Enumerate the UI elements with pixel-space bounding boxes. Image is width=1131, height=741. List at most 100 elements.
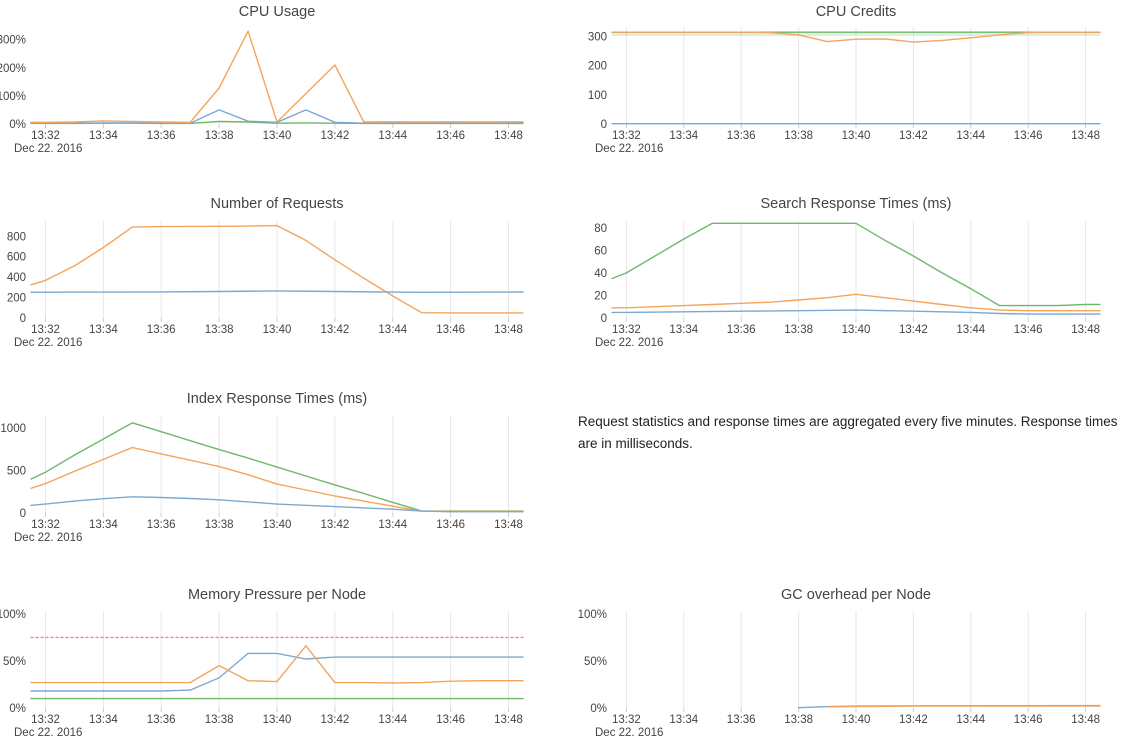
y-tick-label: 80 xyxy=(594,223,607,235)
x-tick-label: 13:44 xyxy=(378,714,407,726)
x-tick-label: 13:36 xyxy=(727,130,756,142)
x-tick-label: 13:42 xyxy=(321,130,350,142)
x-tick-label: 13:32 xyxy=(31,324,60,336)
x-tick-label: 13:38 xyxy=(205,130,234,142)
date-label: Dec 22. 2016 xyxy=(14,337,82,349)
y-tick-label: 50% xyxy=(3,656,26,668)
x-tick-label: 13:38 xyxy=(784,324,813,336)
memory-pressure-chart[interactable]: 0% 50% 100% 13:32 13:34 13:36 13:38 13:40 13:42 1… xyxy=(0,578,565,741)
date-label: Dec 22. 2016 xyxy=(14,143,82,155)
y-tick-label: 500 xyxy=(7,466,26,478)
y-tick-label: 200 xyxy=(7,293,26,305)
x-tick-label: 13:36 xyxy=(147,519,176,531)
x-tick-label: 13:32 xyxy=(31,519,60,531)
series-line-series_orange xyxy=(611,31,1101,43)
x-tick-label: 13:36 xyxy=(147,714,176,726)
x-tick-label: 13:34 xyxy=(89,714,118,726)
y-tick-label: 20 xyxy=(594,290,607,302)
x-tick-label: 13:48 xyxy=(494,714,523,726)
y-tick-label: 400 xyxy=(7,272,26,284)
x-tick-label: 13:48 xyxy=(494,519,523,531)
x-tick-label: 13:44 xyxy=(378,324,407,336)
x-tick-label: 13:44 xyxy=(956,714,985,726)
chart-title-index-response-times: Index Response Times (ms) xyxy=(186,391,368,407)
x-tick-label: 13:40 xyxy=(842,130,871,142)
y-tick-label: 50% xyxy=(584,656,607,668)
series-line-series_orange xyxy=(30,645,524,684)
y-tick-label: 200 xyxy=(588,61,607,73)
x-tick-label: 13:38 xyxy=(784,130,813,142)
series-line-series_orange xyxy=(611,293,1101,312)
y-tick-label: 100% xyxy=(0,609,26,621)
chart-title-memory-pressure: Memory Pressure per Node xyxy=(187,587,367,603)
chart-cell-index-response-times: Index Response Times (ms) 0 500 1000 13:32 1… xyxy=(0,380,565,578)
x-tick-label: 13:34 xyxy=(669,324,698,336)
y-tick-label: 100% xyxy=(0,91,26,103)
date-label: Dec 22. 2016 xyxy=(595,337,663,349)
chart-cell-search-response-times: Search Response Times (ms) 0 20 40 60 80 13:3… xyxy=(565,185,1131,380)
x-tick-label: 13:42 xyxy=(899,324,928,336)
x-tick-label: 13:40 xyxy=(842,324,871,336)
x-tick-label: 13:40 xyxy=(263,130,292,142)
series-line-series_orange xyxy=(30,224,524,314)
y-tick-label: 300 xyxy=(588,32,607,44)
x-tick-label: 13:38 xyxy=(784,714,813,726)
cpu-credits-chart[interactable]: 0 100 200 300 13:32 13:34 13:36 13:38 13:40 13:42… xyxy=(565,0,1131,185)
x-tick-label: 13:44 xyxy=(956,130,985,142)
x-tick-label: 13:42 xyxy=(321,714,350,726)
y-tick-label: 100% xyxy=(578,609,607,621)
chart-title-cpu-usage: CPU Usage xyxy=(238,4,316,20)
x-tick-label: 13:38 xyxy=(205,714,234,726)
x-tick-label: 13:34 xyxy=(89,324,118,336)
x-tick-label: 13:38 xyxy=(205,324,234,336)
cpu-usage-chart[interactable]: 0% 100% 200% 300% 13:32 13:34 13:36 13:38 13:40 1… xyxy=(0,0,565,185)
y-tick-label: 0 xyxy=(601,119,607,131)
x-tick-label: 13:34 xyxy=(669,714,698,726)
x-tick-label: 13:46 xyxy=(1014,324,1043,336)
series-line-series_green xyxy=(611,222,1101,307)
date-label: Dec 22. 2016 xyxy=(595,143,663,155)
x-tick-label: 13:48 xyxy=(1071,714,1100,726)
series-line-series_blue xyxy=(30,496,524,513)
x-tick-label: 13:34 xyxy=(89,130,118,142)
x-tick-label: 13:42 xyxy=(899,714,928,726)
x-tick-label: 13:40 xyxy=(842,714,871,726)
series-line-series_blue xyxy=(611,309,1101,315)
x-tick-label: 13:36 xyxy=(147,324,176,336)
y-tick-label: 100 xyxy=(588,90,607,102)
x-tick-label: 13:46 xyxy=(436,519,465,531)
series-line-series_orange xyxy=(30,30,524,123)
chart-cell-memory-pressure: Memory Pressure per Node 0% 50% 100% 13:32 1… xyxy=(0,578,565,741)
x-tick-label: 13:36 xyxy=(727,324,756,336)
series-line-series_blue xyxy=(30,652,524,692)
x-tick-label: 13:48 xyxy=(1071,130,1100,142)
x-tick-label: 13:46 xyxy=(1014,130,1043,142)
x-tick-label: 13:38 xyxy=(205,519,234,531)
x-tick-label: 13:40 xyxy=(263,714,292,726)
search-response-times-chart[interactable]: 0 20 40 60 80 13:32 13:34 13:36 13:38 13:40 13:42 1… xyxy=(565,185,1131,380)
x-tick-label: 13:46 xyxy=(436,714,465,726)
x-tick-label: 13:32 xyxy=(31,714,60,726)
x-tick-label: 13:34 xyxy=(669,130,698,142)
series-line-series_blue xyxy=(30,290,524,293)
index-response-times-chart[interactable]: 0 500 1000 13:32 13:34 13:36 13:38 13:40 13:42 13… xyxy=(0,380,565,578)
chart-title-cpu-credits: CPU Credits xyxy=(815,4,897,20)
x-tick-label: 13:42 xyxy=(321,519,350,531)
x-tick-label: 13:44 xyxy=(956,324,985,336)
x-tick-label: 13:44 xyxy=(378,130,407,142)
band-fill xyxy=(612,32,1100,36)
chart-cell-cpu-credits: CPU Credits 0 100 200 300 13:32 13:34 13:36 13:… xyxy=(565,0,1131,185)
date-label: Dec 22. 2016 xyxy=(595,727,663,739)
chart-cell-number-of-requests: Number of Requests 0 200 400 600 800 13:32 13:… xyxy=(0,185,565,380)
date-label: Dec 22. 2016 xyxy=(14,727,82,739)
gc-overhead-chart[interactable]: 0% 50% 100% 13:32 13:34 13:36 13:38 13:40 13:42 1… xyxy=(565,578,1131,741)
y-tick-label: 200% xyxy=(0,63,26,75)
annotation-text: Request statistics and response times ar… xyxy=(578,414,1118,451)
number-of-requests-chart[interactable]: 0 200 400 600 800 13:32 13:34 13:36 13:38 13:40 13… xyxy=(0,185,565,380)
y-tick-label: 800 xyxy=(7,231,26,243)
y-tick-label: 1000 xyxy=(0,423,26,435)
x-tick-label: 13:48 xyxy=(1071,324,1100,336)
chart-title-gc-overhead: GC overhead per Node xyxy=(781,587,931,603)
x-tick-label: 13:48 xyxy=(494,324,523,336)
